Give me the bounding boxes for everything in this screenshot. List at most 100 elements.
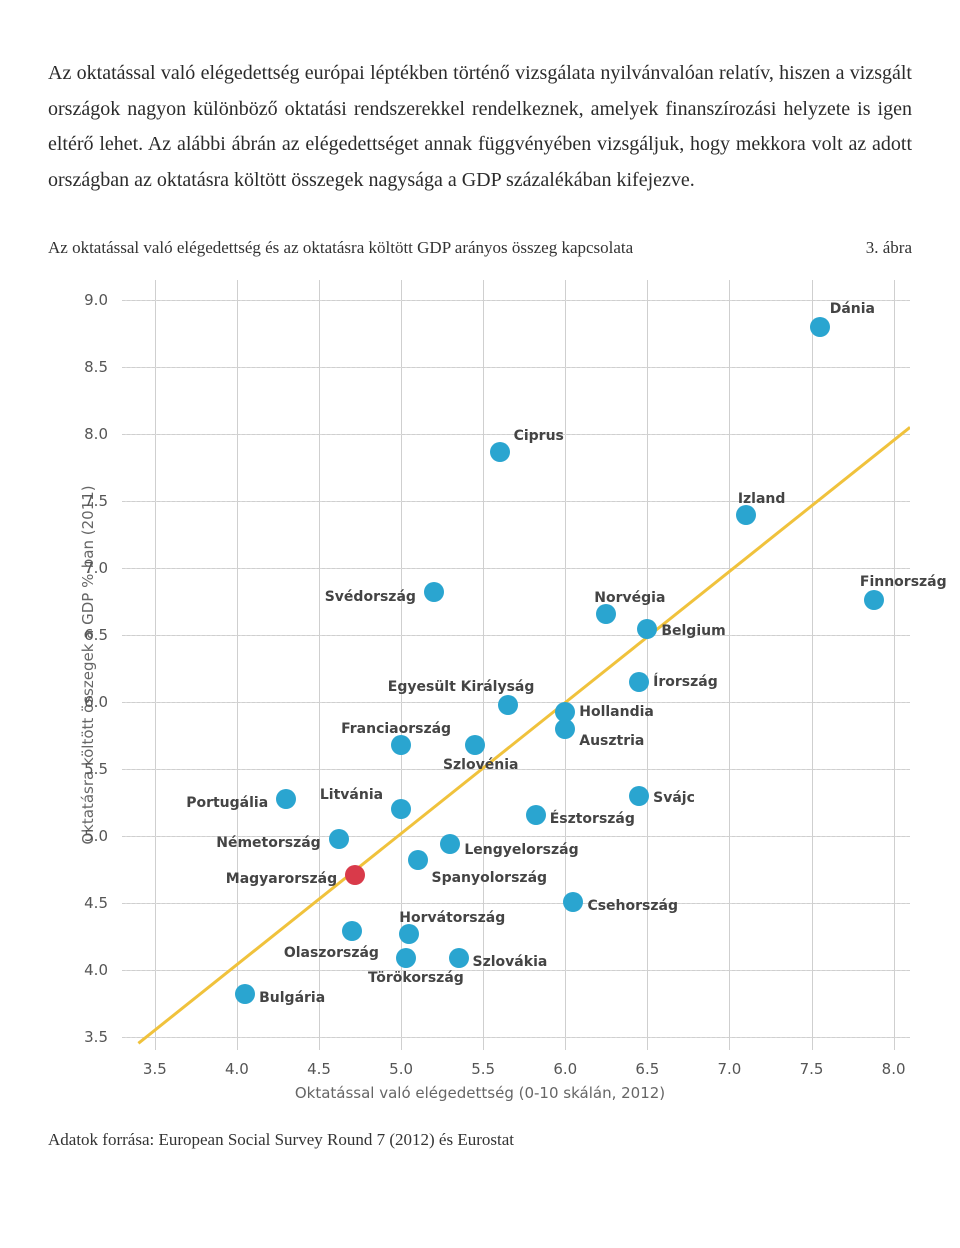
y-tick-label: 9.0 (84, 291, 122, 309)
data-point (736, 505, 756, 525)
gridline-vertical (483, 280, 484, 1050)
gridline-vertical (155, 280, 156, 1050)
page: Az oktatással való elégedettség európai … (0, 0, 960, 1170)
data-point-label: Hollandia (579, 704, 654, 720)
data-point-label: Lengyelország (464, 842, 578, 858)
y-tick-label: 6.5 (84, 626, 122, 644)
data-point (810, 317, 830, 337)
x-tick-label: 4.0 (225, 1050, 249, 1078)
data-point-label: Svájc (653, 790, 695, 806)
gridline-vertical (237, 280, 238, 1050)
data-point (629, 786, 649, 806)
figure-caption: Az oktatással való elégedettség és az ok… (48, 238, 846, 258)
data-point (555, 719, 575, 739)
y-tick-label: 5.0 (84, 827, 122, 845)
plot-wrap: Oktatásra költött összegek a GDP %-ban (… (122, 280, 910, 1050)
data-source: Adatok forrása: European Social Survey R… (48, 1130, 912, 1150)
data-point (596, 604, 616, 624)
data-point (391, 735, 411, 755)
chart-container: Oktatásra költött összegek a GDP %-ban (… (50, 280, 910, 1102)
gridline-horizontal (122, 903, 910, 904)
data-point (629, 672, 649, 692)
data-point (235, 984, 255, 1004)
y-tick-label: 5.5 (84, 760, 122, 778)
x-tick-label: 3.5 (143, 1050, 167, 1078)
data-point (498, 695, 518, 715)
data-point-label: Ausztria (579, 733, 644, 749)
data-point (449, 948, 469, 968)
data-point (864, 590, 884, 610)
data-point (276, 789, 296, 809)
y-tick-label: 4.5 (84, 894, 122, 912)
x-tick-label: 8.0 (882, 1050, 906, 1078)
x-axis-label: Oktatással való elégedettség (0-10 skálá… (50, 1084, 910, 1102)
gridline-horizontal (122, 1037, 910, 1038)
scatter-plot: 3.54.04.55.05.56.06.57.07.58.03.54.04.55… (122, 280, 910, 1050)
gridline-horizontal (122, 568, 910, 569)
y-tick-label: 6.0 (84, 693, 122, 711)
data-point (396, 948, 416, 968)
data-point (637, 619, 657, 639)
data-point-label: Litvánia (320, 787, 383, 803)
x-tick-label: 7.0 (717, 1050, 741, 1078)
data-point (424, 582, 444, 602)
data-point-label: Finnország (860, 574, 947, 590)
data-point (490, 442, 510, 462)
data-point (526, 805, 546, 825)
gridline-horizontal (122, 501, 910, 502)
x-tick-label: 7.5 (800, 1050, 824, 1078)
y-tick-label: 4.0 (84, 961, 122, 979)
data-point-label: Szlovákia (473, 954, 548, 970)
y-tick-label: 7.0 (84, 559, 122, 577)
data-point-label: Csehország (587, 898, 678, 914)
y-tick-label: 8.0 (84, 425, 122, 443)
gridline-horizontal (122, 635, 910, 636)
data-point-label: Portugália (186, 795, 268, 811)
data-point-label: Németország (216, 835, 320, 851)
data-point (345, 865, 365, 885)
gridline-horizontal (122, 970, 910, 971)
data-point (408, 850, 428, 870)
y-axis-label: Oktatásra költött összegek a GDP %-ban (… (79, 486, 97, 845)
intro-paragraph: Az oktatással való elégedettség európai … (48, 56, 912, 198)
data-point (329, 829, 349, 849)
x-tick-label: 6.5 (635, 1050, 659, 1078)
data-point-label: Törökország (368, 970, 464, 986)
y-tick-label: 8.5 (84, 358, 122, 376)
data-point-label: Dánia (830, 301, 875, 317)
data-point (342, 921, 362, 941)
x-tick-label: 5.5 (471, 1050, 495, 1078)
data-point-label: Bulgária (259, 990, 325, 1006)
data-point-label: Észtország (550, 811, 635, 827)
gridline-horizontal (122, 300, 910, 301)
data-point-label: Norvégia (594, 590, 665, 606)
gridline-vertical (319, 280, 320, 1050)
data-point-label: Magyarország (226, 871, 337, 887)
data-point-label: Spanyolország (432, 870, 548, 886)
y-tick-label: 3.5 (84, 1028, 122, 1046)
data-point-label: Egyesült Királyság (388, 679, 535, 695)
gridline-vertical (894, 280, 895, 1050)
gridline-vertical (812, 280, 813, 1050)
data-point-label: Belgium (661, 623, 725, 639)
data-point-label: Izland (738, 491, 786, 507)
data-point-label: Írország (653, 674, 718, 690)
data-point (465, 735, 485, 755)
data-point (391, 799, 411, 819)
gridline-vertical (565, 280, 566, 1050)
x-tick-label: 5.0 (389, 1050, 413, 1078)
data-point-label: Ciprus (514, 428, 564, 444)
figure-number: 3. ábra (846, 238, 912, 258)
data-point-label: Svédország (325, 589, 416, 605)
data-point-label: Horvátország (399, 910, 505, 926)
figure-caption-row: Az oktatással való elégedettség és az ok… (48, 238, 912, 258)
data-point (440, 834, 460, 854)
y-tick-label: 7.5 (84, 492, 122, 510)
trend-line (122, 280, 910, 1050)
data-point-label: Szlovénia (443, 757, 518, 773)
x-tick-label: 6.0 (553, 1050, 577, 1078)
data-point-label: Olaszország (284, 945, 379, 961)
gridline-horizontal (122, 367, 910, 368)
data-point-label: Franciaország (341, 721, 451, 737)
gridline-vertical (647, 280, 648, 1050)
